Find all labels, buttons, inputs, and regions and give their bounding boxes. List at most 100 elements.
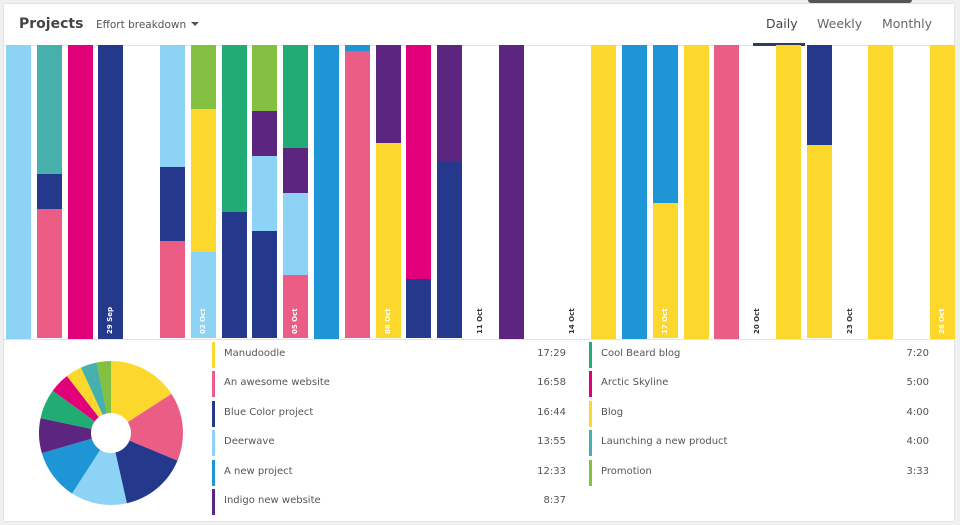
pie-slice[interactable] [96,361,111,414]
legend-item: Indigo new website 8:37 [212,489,568,515]
legend-item: Promotion 3:33 [589,459,931,486]
bar-segment[interactable] [283,192,309,276]
legend-swatch [212,371,215,398]
x-tick-label: 23 Oct [845,308,854,334]
bar-segment[interactable] [190,45,216,110]
legend-project-name: Indigo new website [224,495,321,506]
x-tick-label: 08 Oct [383,308,392,334]
legend-item: Deerwave 13:55 [212,430,568,457]
pie-slice[interactable] [38,418,92,454]
x-tick-label: 20 Oct [753,308,762,334]
legend-swatch [212,489,215,515]
x-tick-label: 17 Oct [660,308,669,334]
legend-item: An awesome website 16:58 [212,371,568,398]
bar-segment[interactable] [252,110,278,157]
bar-segment[interactable] [683,45,709,339]
legend-project-time: 12:33 [537,465,566,477]
legend-project-time: 4:00 [906,436,929,448]
bar-segment[interactable] [36,45,62,175]
legend-project-time: 7:20 [906,348,929,359]
legend-project-name: An awesome website [224,377,330,389]
bar-segment[interactable] [160,166,185,242]
bar-segment[interactable] [221,212,247,339]
projects-card: Projects Effort breakdown Daily Weekly M… [4,4,955,521]
bar-segment[interactable] [36,209,62,339]
pie-slice[interactable] [52,376,99,422]
tab-weekly[interactable]: Weekly [817,16,863,31]
bar-segment[interactable] [714,45,740,339]
bar-segment[interactable] [437,45,463,163]
bar-segment[interactable] [622,45,647,339]
tooltip-edge [808,0,912,3]
pie-slice[interactable] [127,393,183,461]
legend-project-name: A new project [224,465,293,477]
bar-segment[interactable] [283,45,309,149]
legend-project-name: Promotion [601,465,652,477]
effort-breakdown-dropdown[interactable]: Effort breakdown [96,19,200,31]
bar-segment[interactable] [67,45,93,339]
bar-segment[interactable] [375,143,401,339]
bar-segment[interactable] [652,203,678,339]
bar-segment[interactable] [36,173,62,210]
legend-swatch [589,400,592,427]
legend-project-time: 13:55 [537,436,566,448]
page-title: Projects [19,16,84,32]
x-tick-label: 11 Oct [476,308,484,334]
bar-segment[interactable] [344,45,370,52]
bar-segment[interactable] [283,275,309,339]
bar-segment[interactable] [591,45,617,339]
caret-down-icon [191,22,200,26]
legend-project-time: 17:29 [537,348,566,359]
bar-segment[interactable] [406,279,432,339]
x-tick-label: 05 Oct [291,308,300,334]
legend-swatch [589,459,592,486]
pie-slice[interactable] [80,362,107,415]
bar-segment[interactable] [190,251,216,339]
bar-segment[interactable] [252,231,278,339]
legend-item: Blue Color project 16:44 [212,400,568,427]
bar-segment[interactable] [868,45,894,339]
bar-segment[interactable] [806,144,832,339]
legend-project-time: 8:37 [543,495,566,506]
bar-segment[interactable] [6,45,31,339]
bar-segment[interactable] [930,45,955,339]
legend-project-time: 16:58 [537,377,566,389]
pie-slice[interactable] [111,361,172,423]
bar-segment[interactable] [190,109,216,253]
legend-item: Arctic Skyline 5:00 [589,371,931,398]
pie-slice[interactable] [66,367,103,418]
legend-swatch [589,371,592,398]
bar-segment[interactable] [160,241,185,339]
legend-project-name: Manudoodle [224,348,286,359]
legend-project-time: 3:33 [906,465,929,477]
bar-segment[interactable] [375,45,401,144]
legend-project-name: Cool Beard blog [601,348,681,359]
pie-slice[interactable] [40,390,95,429]
bar-segment[interactable] [252,45,278,112]
card-header: Projects Effort breakdown Daily Weekly M… [4,4,954,46]
legend-project-name: Blog [601,406,624,418]
pie-slice[interactable] [41,438,101,494]
legend-swatch [212,430,215,457]
daily-stacked-bar-chart: 29 Sep 02 Oct 05 Oct 08 Oct 11 Oct 14 Oct 17 O… [4,45,955,340]
effort-donut-chart [38,361,183,505]
pie-slice[interactable] [115,440,178,504]
legend-item: Blog 4:00 [589,400,931,427]
bar-segment[interactable] [806,45,832,146]
bar-segment[interactable] [283,147,309,194]
bar-segment[interactable] [776,45,801,339]
bar-segment[interactable] [344,50,370,339]
legend-swatch [589,342,592,368]
bar-segment[interactable] [406,45,432,280]
bar-segment[interactable] [314,45,339,339]
bar-segment[interactable] [221,45,247,213]
tab-monthly[interactable]: Monthly [882,16,933,31]
tab-daily[interactable]: Daily [766,16,798,31]
pie-slice[interactable] [72,449,127,505]
bar-segment[interactable] [98,45,124,339]
bar-segment[interactable] [160,45,185,168]
bar-segment[interactable] [437,162,463,339]
bar-segment[interactable] [252,156,278,232]
bar-segment[interactable] [652,45,678,204]
bar-segment[interactable] [498,45,524,339]
